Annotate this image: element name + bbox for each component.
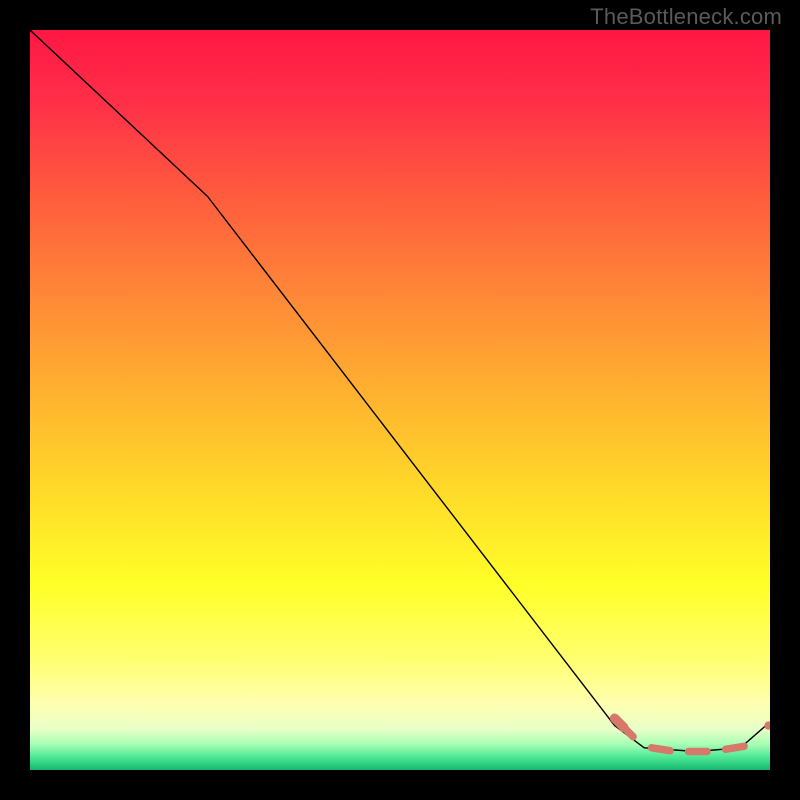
root: TheBottleneck.com [0, 0, 800, 800]
chart-svg [30, 30, 770, 770]
watermark-text: TheBottleneck.com [590, 4, 782, 30]
plot-area [30, 30, 770, 770]
chart-background [30, 30, 770, 770]
